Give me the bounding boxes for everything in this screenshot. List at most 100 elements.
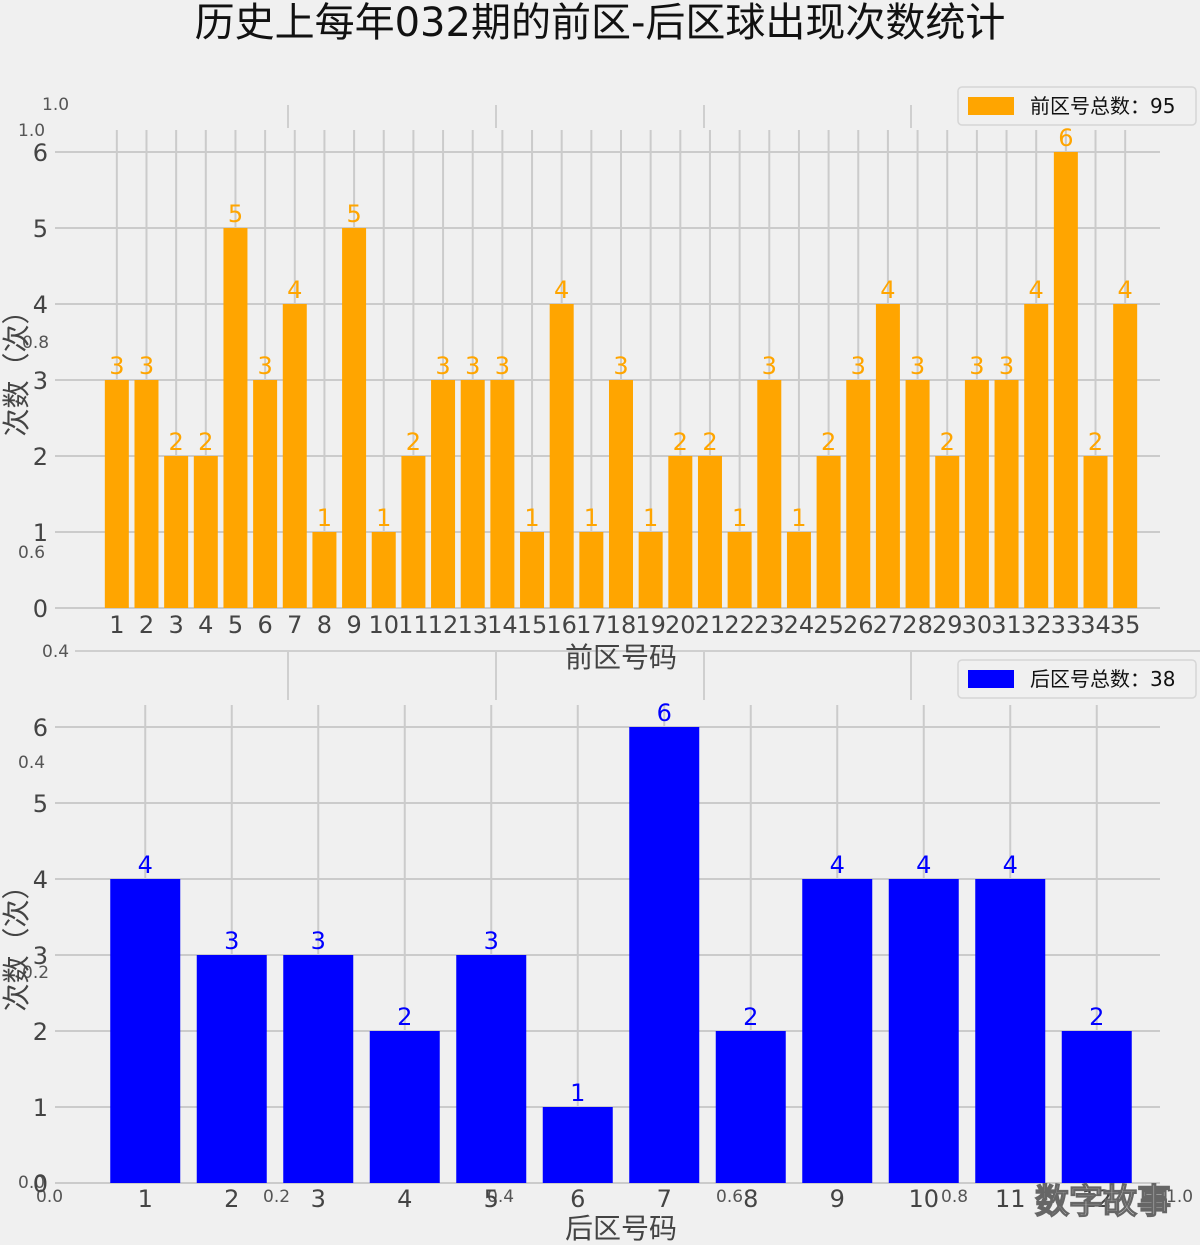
ghost-x-tick: 0.8 [941,1187,968,1207]
bar-value-label: 4 [287,276,302,304]
x-tick-label: 11 [398,611,429,639]
y-axis-label: 次数（次） [0,871,33,1011]
y-tick-label: 5 [33,790,48,818]
bar-5 [456,955,527,1183]
bar-24 [786,532,811,608]
bar-35 [1113,304,1138,608]
legend-label: 前区号总数：95 [1030,94,1175,118]
bar-value-label: 4 [1003,851,1018,879]
x-tick-label: 20 [665,611,696,639]
x-axis-label: 后区号码 [565,1212,677,1245]
x-tick-label: 25 [813,611,844,639]
bar-9 [802,879,873,1183]
x-tick-label: 1 [109,611,124,639]
bar-value-label: 4 [916,851,931,879]
x-tick-label: 5 [228,611,243,639]
x-tick-label: 3 [169,611,184,639]
bar-value-label: 2 [198,428,213,456]
x-tick-label: 4 [397,1185,412,1213]
bar-23 [757,380,782,608]
x-tick-label: 5 [484,1185,499,1213]
bar-charts: 0123456313223245536471859110211312313314… [0,86,1197,1245]
y-axis-label: 次数（次） [0,296,33,436]
ghost-x-tick: 0.0 [36,1187,63,1207]
x-tick-label: 26 [843,611,874,639]
bar-7 [629,727,700,1183]
ghost-x-tick: 0.6 [716,1187,743,1207]
bar-value-label: 1 [376,504,391,532]
chart-title: 历史上每年032期的前区-后区球出现次数统计 [195,0,1006,46]
x-tick-label: 35 [1110,611,1141,639]
bar-value-label: 4 [138,851,153,879]
bar-value-label: 3 [257,352,272,380]
bar-12 [1061,1031,1132,1183]
watermark-text: 数字故事 [1035,1182,1171,1222]
x-tick-label: 15 [517,611,548,639]
bar-value-label: 2 [1088,428,1103,456]
x-tick-label: 8 [743,1185,758,1213]
bar-3 [164,456,189,608]
bar-value-label: 2 [406,428,421,456]
bar-value-label: 6 [1058,124,1073,152]
ghost-y-tick: 1.0 [18,121,45,141]
bar-value-label: 2 [743,1003,758,1031]
bar-value-label: 3 [484,927,499,955]
ghost-y-tick: 0.4 [18,753,45,773]
bar-value-label: 3 [851,352,866,380]
y-tick-label: 5 [33,215,48,243]
bar-value-label: 2 [940,428,955,456]
bar-12 [431,380,456,608]
x-tick-label: 2 [139,611,154,639]
bar-30 [964,380,989,608]
bar-4 [193,456,218,608]
y-tick-label: 0 [33,1170,48,1198]
bar-value-label: 4 [1118,276,1133,304]
bar-10 [371,532,396,608]
x-tick-label: 30 [962,611,993,639]
bar-value-label: 1 [732,504,747,532]
bar-value-label: 3 [435,352,450,380]
bar-value-label: 1 [791,504,806,532]
bar-value-label: 3 [969,352,984,380]
bar-value-label: 1 [317,504,332,532]
x-tick-label: 24 [784,611,815,639]
legend-label: 后区号总数：38 [1030,667,1175,691]
bar-value-label: 1 [570,1079,585,1107]
legend-swatch [968,97,1014,115]
x-tick-label: 32 [1021,611,1052,639]
bar-value-label: 2 [1089,1003,1104,1031]
x-tick-label: 6 [257,611,272,639]
bar-33 [1053,152,1078,608]
bar-value-label: 3 [139,352,154,380]
y-tick-label: 1 [33,519,48,547]
bar-7 [282,304,307,608]
bar-3 [283,955,354,1183]
x-tick-label: 12 [1081,1185,1112,1213]
bar-20 [668,456,693,608]
bar-value-label: 2 [673,428,688,456]
y-tick-label: 2 [33,1018,48,1046]
bar-18 [609,380,633,608]
x-tick-label: 16 [546,611,577,639]
bar-19 [638,532,663,608]
bar-5 [223,228,248,608]
bar-10 [888,879,959,1183]
x-tick-label: 14 [487,611,518,639]
bar-value-label: 3 [999,352,1014,380]
ghost-y-tick: 0.4 [42,642,69,662]
bar-32 [1024,304,1049,608]
bar-value-label: 3 [465,352,480,380]
bar-15 [520,532,545,608]
bar-value-label: 2 [397,1003,412,1031]
legend-swatch [968,670,1014,688]
bar-17 [579,532,604,608]
bar-21 [697,456,722,608]
bar-value-label: 5 [346,200,361,228]
ghost-x-tick: 1.0 [1166,1187,1193,1207]
bar-value-label: 5 [228,200,243,228]
ghost-y-tick: 1.0 [42,95,69,115]
bar-value-label: 3 [495,352,510,380]
bar-value-label: 3 [613,352,628,380]
bar-value-label: 3 [910,352,925,380]
